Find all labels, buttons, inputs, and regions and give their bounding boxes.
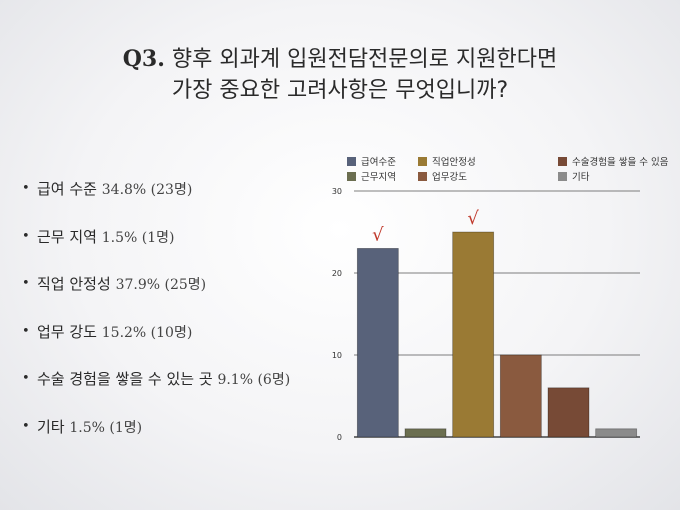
y-tick-label: 30 <box>332 187 342 196</box>
answer-stat: 1.5% (1명) <box>101 229 175 246</box>
legend-label: 기타 <box>572 172 590 183</box>
answer-label: 기타 <box>37 417 65 436</box>
legend-label: 업무강도 <box>432 171 467 183</box>
answer-item: 근무 지역 1.5% (1명) <box>22 226 290 274</box>
y-tick-label: 0 <box>337 433 342 442</box>
y-tick-label: 20 <box>332 269 342 278</box>
legend-swatch <box>347 157 356 166</box>
title-line-2: 가장 중요한 고려사항은 무엇입니까? <box>171 78 509 103</box>
legend-label: 직업안정성 <box>432 156 476 168</box>
question-number: Q3. <box>122 46 165 72</box>
answer-stat: 1.5% (1명) <box>69 419 143 436</box>
check-mark: √ <box>467 208 479 229</box>
answer-stat: 15.2% (10명) <box>101 324 193 341</box>
check-mark: √ <box>372 224 384 245</box>
bar <box>404 428 447 438</box>
answer-stat: 34.8% (23명) <box>101 182 193 198</box>
legend-swatch <box>418 157 427 166</box>
legend-swatch <box>558 157 567 166</box>
bar <box>595 428 638 438</box>
legend-label: 수술경험을 쌓을 수 있음 <box>572 156 669 168</box>
answer-stat: 9.1% (6명) <box>217 372 291 389</box>
answer-label: 근무 지역 <box>37 227 97 246</box>
title-line-1: Q3. 향후 외과계 입원전담전문의로 지원한다면 <box>0 44 680 75</box>
answer-item: 수술 경험을 쌓을 수 있는 곳 9.1% (6명) <box>22 368 290 416</box>
bar <box>499 354 542 438</box>
legend-swatch <box>418 172 427 181</box>
answer-item: 직업 안정성 37.9% (25명) <box>22 273 290 321</box>
legend-swatch <box>347 172 356 181</box>
answer-label: 급여 수준 <box>37 180 97 198</box>
legend-label: 급여수준 <box>361 156 396 168</box>
answer-list: 급여 수준 34.8% (23명) 근무 지역 1.5% (1명) 직업 안정성… <box>22 178 290 464</box>
answer-label: 수술 경험을 쌓을 수 있는 곳 <box>37 370 213 389</box>
answer-item: 기타 1.5% (1명) <box>22 416 290 464</box>
answer-item: 업무 강도 15.2% (10명) <box>22 321 290 369</box>
title-text-1: 향후 외과계 입원전담전문의로 지원한다면 <box>171 47 558 72</box>
legend-swatch <box>558 172 567 181</box>
y-tick-label: 10 <box>332 351 342 360</box>
bar <box>452 231 495 438</box>
bar <box>547 387 590 438</box>
answer-label: 업무 강도 <box>37 322 97 341</box>
answer-label: 직업 안정성 <box>37 275 111 294</box>
bar <box>356 247 399 438</box>
legend-label: 근무지역 <box>361 172 396 183</box>
answer-item: 급여 수준 34.8% (23명) <box>22 178 290 226</box>
slide-title: Q3. 향후 외과계 입원전담전문의로 지원한다면 가장 중요한 고려사항은 무… <box>0 44 680 106</box>
answer-stat: 37.9% (25명) <box>115 277 207 294</box>
